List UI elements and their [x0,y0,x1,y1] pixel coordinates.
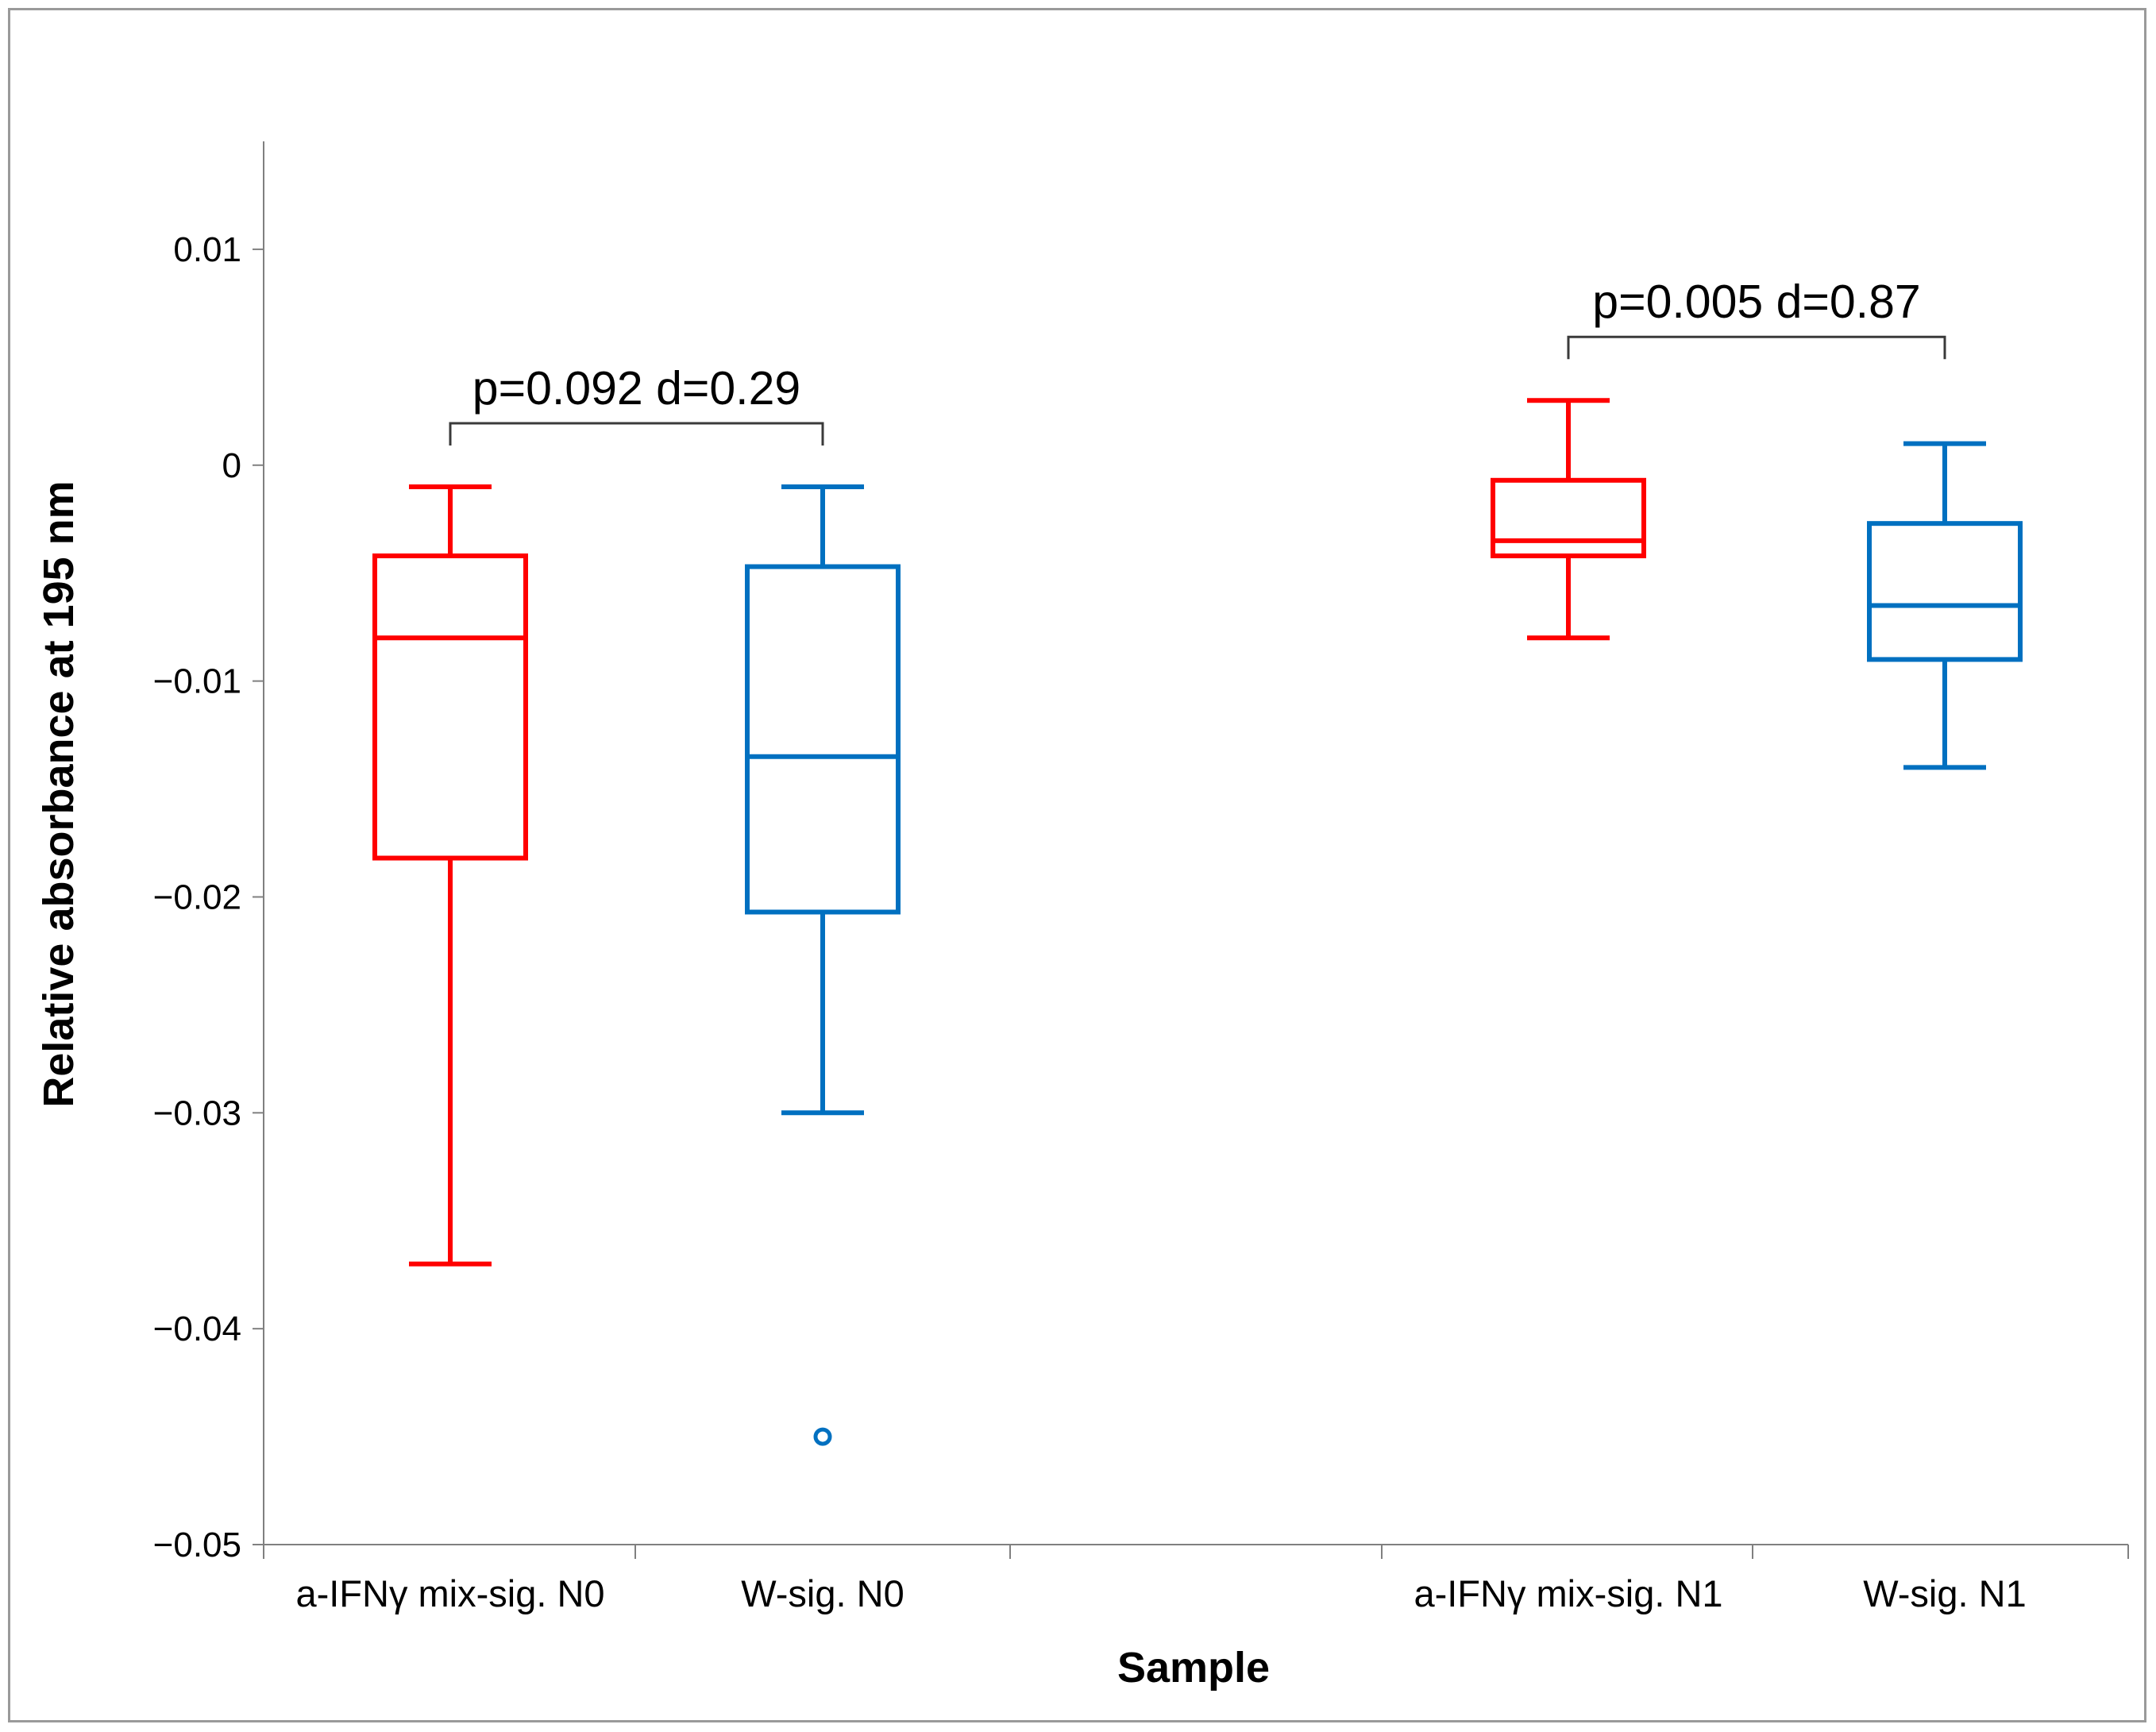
box-iqr [1867,521,2023,662]
y-tick-label: −0.05 [153,1526,241,1564]
y-axis-title: Relative absorbance at 195 nm [35,480,83,1107]
y-tick-label: −0.04 [153,1310,241,1348]
y-tick-label: −0.01 [153,662,241,701]
y-tick-label: −0.03 [153,1094,241,1132]
x-category-label: W-sig. N1 [1863,1572,2026,1614]
x-axis-title: Sample [1117,1644,1270,1691]
y-tick-label: 0.01 [173,230,241,269]
y-tick-label: −0.02 [153,878,241,916]
axes: 0.01 0 −0.01 −0.02 −0.03 −0.04 −0.05 a-IFNγ mix… [153,141,2129,1614]
x-category-label: W-sig. N0 [741,1572,904,1614]
annotations: p=0.092 d=0.29 p=0.005 d=0.87 [449,276,1946,446]
box-iqr [372,553,528,861]
figure-frame [8,8,2146,1722]
significance-bracket [449,422,824,446]
box-iqr [745,564,901,915]
y-tick-label: 0 [222,446,241,485]
x-category-label: a-IFNγ mix-sig. N0 [295,1572,604,1614]
boxes [372,398,2023,1446]
box-iqr [1491,477,1646,558]
outlier-point [813,1427,832,1446]
x-category-label: a-IFNγ mix-sig. N1 [1414,1572,1722,1614]
significance-label: p=0.005 d=0.87 [1592,276,1920,328]
significance-label: p=0.092 d=0.29 [472,362,800,415]
significance-bracket [1567,335,1946,360]
